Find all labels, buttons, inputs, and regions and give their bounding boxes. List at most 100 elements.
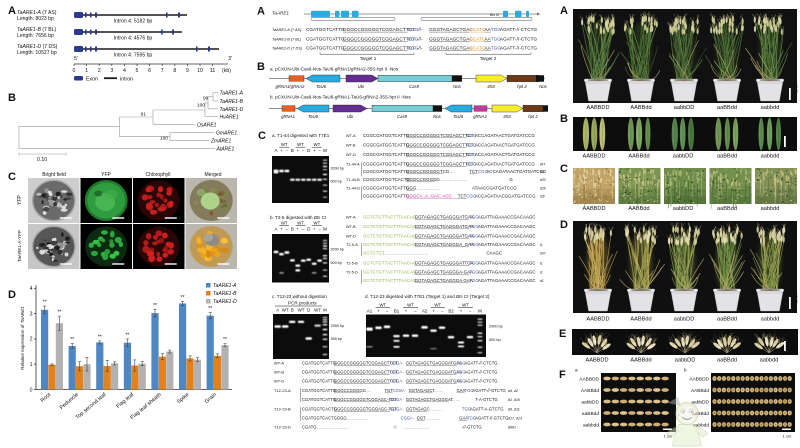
svg-text:T2-5-B: T2-5-B: [346, 262, 358, 266]
svg-text:B: B: [291, 148, 294, 153]
svg-text:Merged: Merged: [205, 172, 222, 178]
svg-text:WT-A: WT-A: [346, 134, 356, 138]
svg-text:B: B: [291, 308, 294, 313]
svg-text:TGG: TGG: [469, 261, 479, 266]
svg-text:C: C: [560, 163, 568, 175]
svg-text:TaU6: TaU6: [316, 84, 327, 89]
svg-text:CGG: CGG: [478, 169, 489, 174]
svg-text:M: M: [323, 308, 327, 313]
svg-text:aaBBdd: aaBBdd: [717, 206, 737, 212]
svg-text:6: 6: [148, 68, 151, 74]
svg-text:AGATT-//-CTCTG: AGATT-//-CTCTG: [465, 370, 498, 375]
svg-text:AABBdd: AABBdd: [581, 388, 599, 394]
svg-text:......................: ......................: [342, 416, 368, 421]
svg-text:CGG: CGG: [466, 152, 477, 157]
svg-text:AABBdd: AABBdd: [630, 317, 651, 323]
svg-text:aaBBdd: aaBBdd: [717, 358, 737, 364]
svg-text:TaARE1-D (7 DS): TaARE1-D (7 DS): [17, 44, 58, 50]
svg-text:CGGCGATGGTCATTG: CGGCGATGGTCATTG: [363, 152, 410, 157]
svg-text:WT: WT: [281, 142, 288, 147]
svg-text:CGATGGTCATTG: CGATGGTCATTG: [306, 46, 345, 51]
svg-text:AABBDD: AABBDD: [586, 105, 609, 111]
svg-text:A1: A1: [367, 309, 373, 314]
svg-text:CGG: CGG: [408, 36, 419, 41]
svg-text:AGATTAGAAACCGACAAGC: AGATTAGAAACCGACAAGC: [478, 242, 536, 247]
svg-text:CGATGGTCACTGGGG: CGATGGTCACTGGGG: [302, 416, 347, 421]
svg-text:91: 91: [141, 112, 147, 118]
svg-text:....................: ....................: [415, 186, 440, 191]
svg-text:5 cm: 5 cm: [791, 339, 795, 347]
svg-text:GGTCTGTTACTTTAACAG: GGTCTGTTACTTTAACAG: [363, 224, 417, 229]
svg-text:7: 7: [161, 68, 164, 74]
svg-text:+: +: [377, 309, 380, 314]
svg-text:hpt 2: hpt 2: [517, 84, 527, 89]
svg-text:A: A: [274, 227, 277, 232]
svg-text:GGGTAGAGCTGAC: GGGTAGAGCTGAC: [429, 27, 473, 32]
svg-text:+: +: [280, 227, 283, 232]
svg-text:.........: .........: [443, 169, 454, 174]
svg-text:ACCAGATAACTGATGATCCG: ACCAGATAACTGATGATCCG: [486, 169, 546, 174]
svg-text:YFP: YFP: [101, 172, 111, 178]
svg-text:AABBDD: AABBDD: [586, 317, 609, 323]
svg-text:Length: 8023 bp: Length: 8023 bp: [17, 16, 54, 22]
svg-text:aabbdd: aabbdd: [760, 358, 779, 364]
svg-text:3: 3: [30, 311, 33, 317]
svg-text:ACCAGATAACTGATGATCCG: ACCAGATAACTGATGATCCG: [475, 143, 535, 148]
svg-text:YFP: YFP: [17, 194, 23, 204]
svg-text:TGG: TGG: [491, 27, 502, 32]
svg-text:T1-44-D: T1-44-D: [346, 187, 360, 191]
svg-text:−: −: [414, 309, 417, 314]
svg-text:GGGCCGGGGGTCGGAGCTTCT: GGGCCGGGGGTCGGAGCTTCT: [406, 162, 474, 167]
svg-text:CGG: CGG: [466, 133, 477, 138]
svg-text:−: −: [318, 227, 321, 232]
svg-text:B: B: [291, 227, 294, 232]
svg-text:-//-GTCTG: -//-GTCTG: [462, 425, 482, 430]
svg-text:-A-: -A-: [409, 416, 415, 421]
svg-text:AGATT-//-CTCTG: AGATT-//-CTCTG: [500, 36, 538, 41]
svg-text:b. pCXUN-Ubi-Cas9-Nos-TaU6-gRN: b. pCXUN-Ubi-Cas9-Nos-TaU6-gRNA1-TaU6-gR…: [270, 95, 411, 100]
svg-text:AABBdd: AABBdd: [628, 206, 649, 212]
svg-text:aabbdd: aabbdd: [583, 423, 599, 429]
svg-text:Intron 4: 7595 bp: Intron 4: 7595 bp: [114, 52, 153, 58]
svg-text:a: a: [575, 368, 578, 373]
svg-text:3: 3: [110, 68, 113, 74]
svg-text:WT: WT: [314, 308, 321, 313]
svg-text:A2: A2: [422, 309, 428, 314]
svg-text:+: +: [460, 309, 463, 314]
svg-text:1 cm: 1 cm: [783, 434, 792, 439]
svg-text:T2-5-A: T2-5-A: [346, 243, 358, 247]
svg-text:WT-A: WT-A: [274, 361, 284, 366]
svg-text:TGG: TGG: [469, 234, 479, 239]
svg-text:1: 1: [85, 68, 88, 74]
svg-text:Nos: Nos: [433, 114, 441, 119]
svg-text:CAAGC: CAAGC: [486, 251, 502, 256]
svg-text:GmARE1: GmARE1: [216, 131, 237, 137]
svg-text:..........................: ..........................: [435, 177, 468, 182]
svg-text:gRNA2: gRNA2: [473, 114, 487, 119]
svg-text:B1: B1: [394, 309, 400, 314]
svg-text:WT-B: WT-B: [274, 370, 284, 375]
svg-text:TaARE1-A-YFP: TaARE1-A-YFP: [17, 230, 22, 262]
svg-text:b: b: [684, 368, 687, 373]
svg-text:WT: WT: [298, 308, 305, 313]
svg-text:i1: i1: [540, 262, 543, 266]
svg-text:i28: i28: [540, 195, 545, 199]
svg-text:TaARE1-B (7 BL): TaARE1-B (7 BL): [17, 27, 56, 33]
svg-text:GGGCCGGGGGTGGGAGC-TGT: GGGCCGGGGGTGGGAGC-TGT: [334, 407, 397, 412]
svg-text:hpt 2: hpt 2: [528, 114, 538, 119]
svg-text:gRNA1: gRNA1: [281, 114, 295, 119]
svg-text:A: A: [560, 5, 568, 17]
svg-text:..........: ..........: [449, 397, 461, 402]
svg-text:AABBdd: AABBdd: [630, 358, 651, 364]
svg-text:Length: 10527 bp: Length: 10527 bp: [17, 50, 57, 56]
svg-text:CGATGGTCACTG: CGATGGTCACTG: [302, 407, 337, 412]
svg-text:11: 11: [210, 68, 215, 74]
svg-text:GGGCCGGGGGTCG: GGGCCGGGGGTCG: [406, 169, 450, 174]
svg-text:-A-: -A-: [398, 379, 404, 384]
svg-text:-A-: -A-: [398, 361, 404, 366]
svg-text:GGTAGAGCTGAGGGATGAA: GGTAGAGCTGAGGGATGAA: [415, 234, 474, 239]
svg-text:i1: i1: [540, 271, 543, 275]
svg-text:CGGCGATGGTCATTG: CGGCGATGGTCATTG: [363, 186, 410, 191]
svg-text:TGG: TGG: [457, 379, 466, 384]
svg-text:GGGTAGAGCTGAC: GGGTAGAGCTGAC: [429, 36, 473, 41]
